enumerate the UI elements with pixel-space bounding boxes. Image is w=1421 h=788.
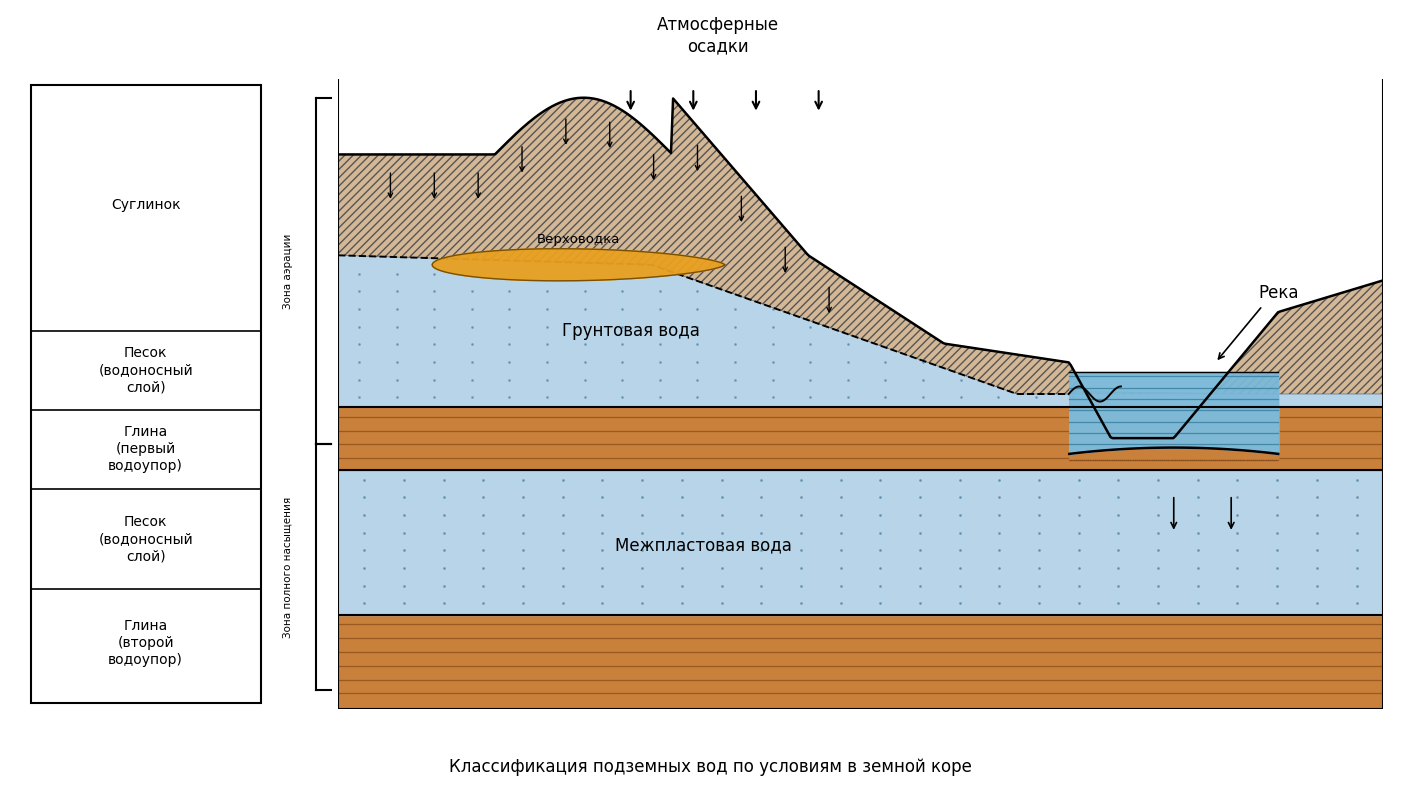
Text: Песок
(водоносный
слой): Песок (водоносный слой) — [98, 346, 193, 395]
Text: Зона полного насыщения: Зона полного насыщения — [283, 496, 293, 638]
Polygon shape — [432, 249, 725, 281]
Polygon shape — [338, 615, 1383, 709]
Text: Глина
(второй
водоупор): Глина (второй водоупор) — [108, 619, 183, 667]
Text: Суглинок: Суглинок — [111, 198, 180, 212]
Polygon shape — [338, 407, 1383, 470]
Text: Верховодка: Верховодка — [537, 233, 620, 246]
Text: Атмосферные
осадки: Атмосферные осадки — [657, 17, 779, 55]
Text: Река: Река — [1258, 284, 1299, 302]
Text: Глина
(первый
водоупор): Глина (первый водоупор) — [108, 425, 183, 474]
Text: Межпластовая вода: Межпластовая вода — [615, 537, 791, 554]
Text: Песок
(водоносный
слой): Песок (водоносный слой) — [98, 515, 193, 563]
Polygon shape — [338, 470, 1383, 615]
Text: Зона аэрации: Зона аэрации — [283, 233, 293, 309]
Text: Классификация подземных вод по условиям в земной коре: Классификация подземных вод по условиям … — [449, 758, 972, 776]
Polygon shape — [338, 98, 1383, 394]
Text: Грунтовая вода: Грунтовая вода — [561, 322, 699, 340]
